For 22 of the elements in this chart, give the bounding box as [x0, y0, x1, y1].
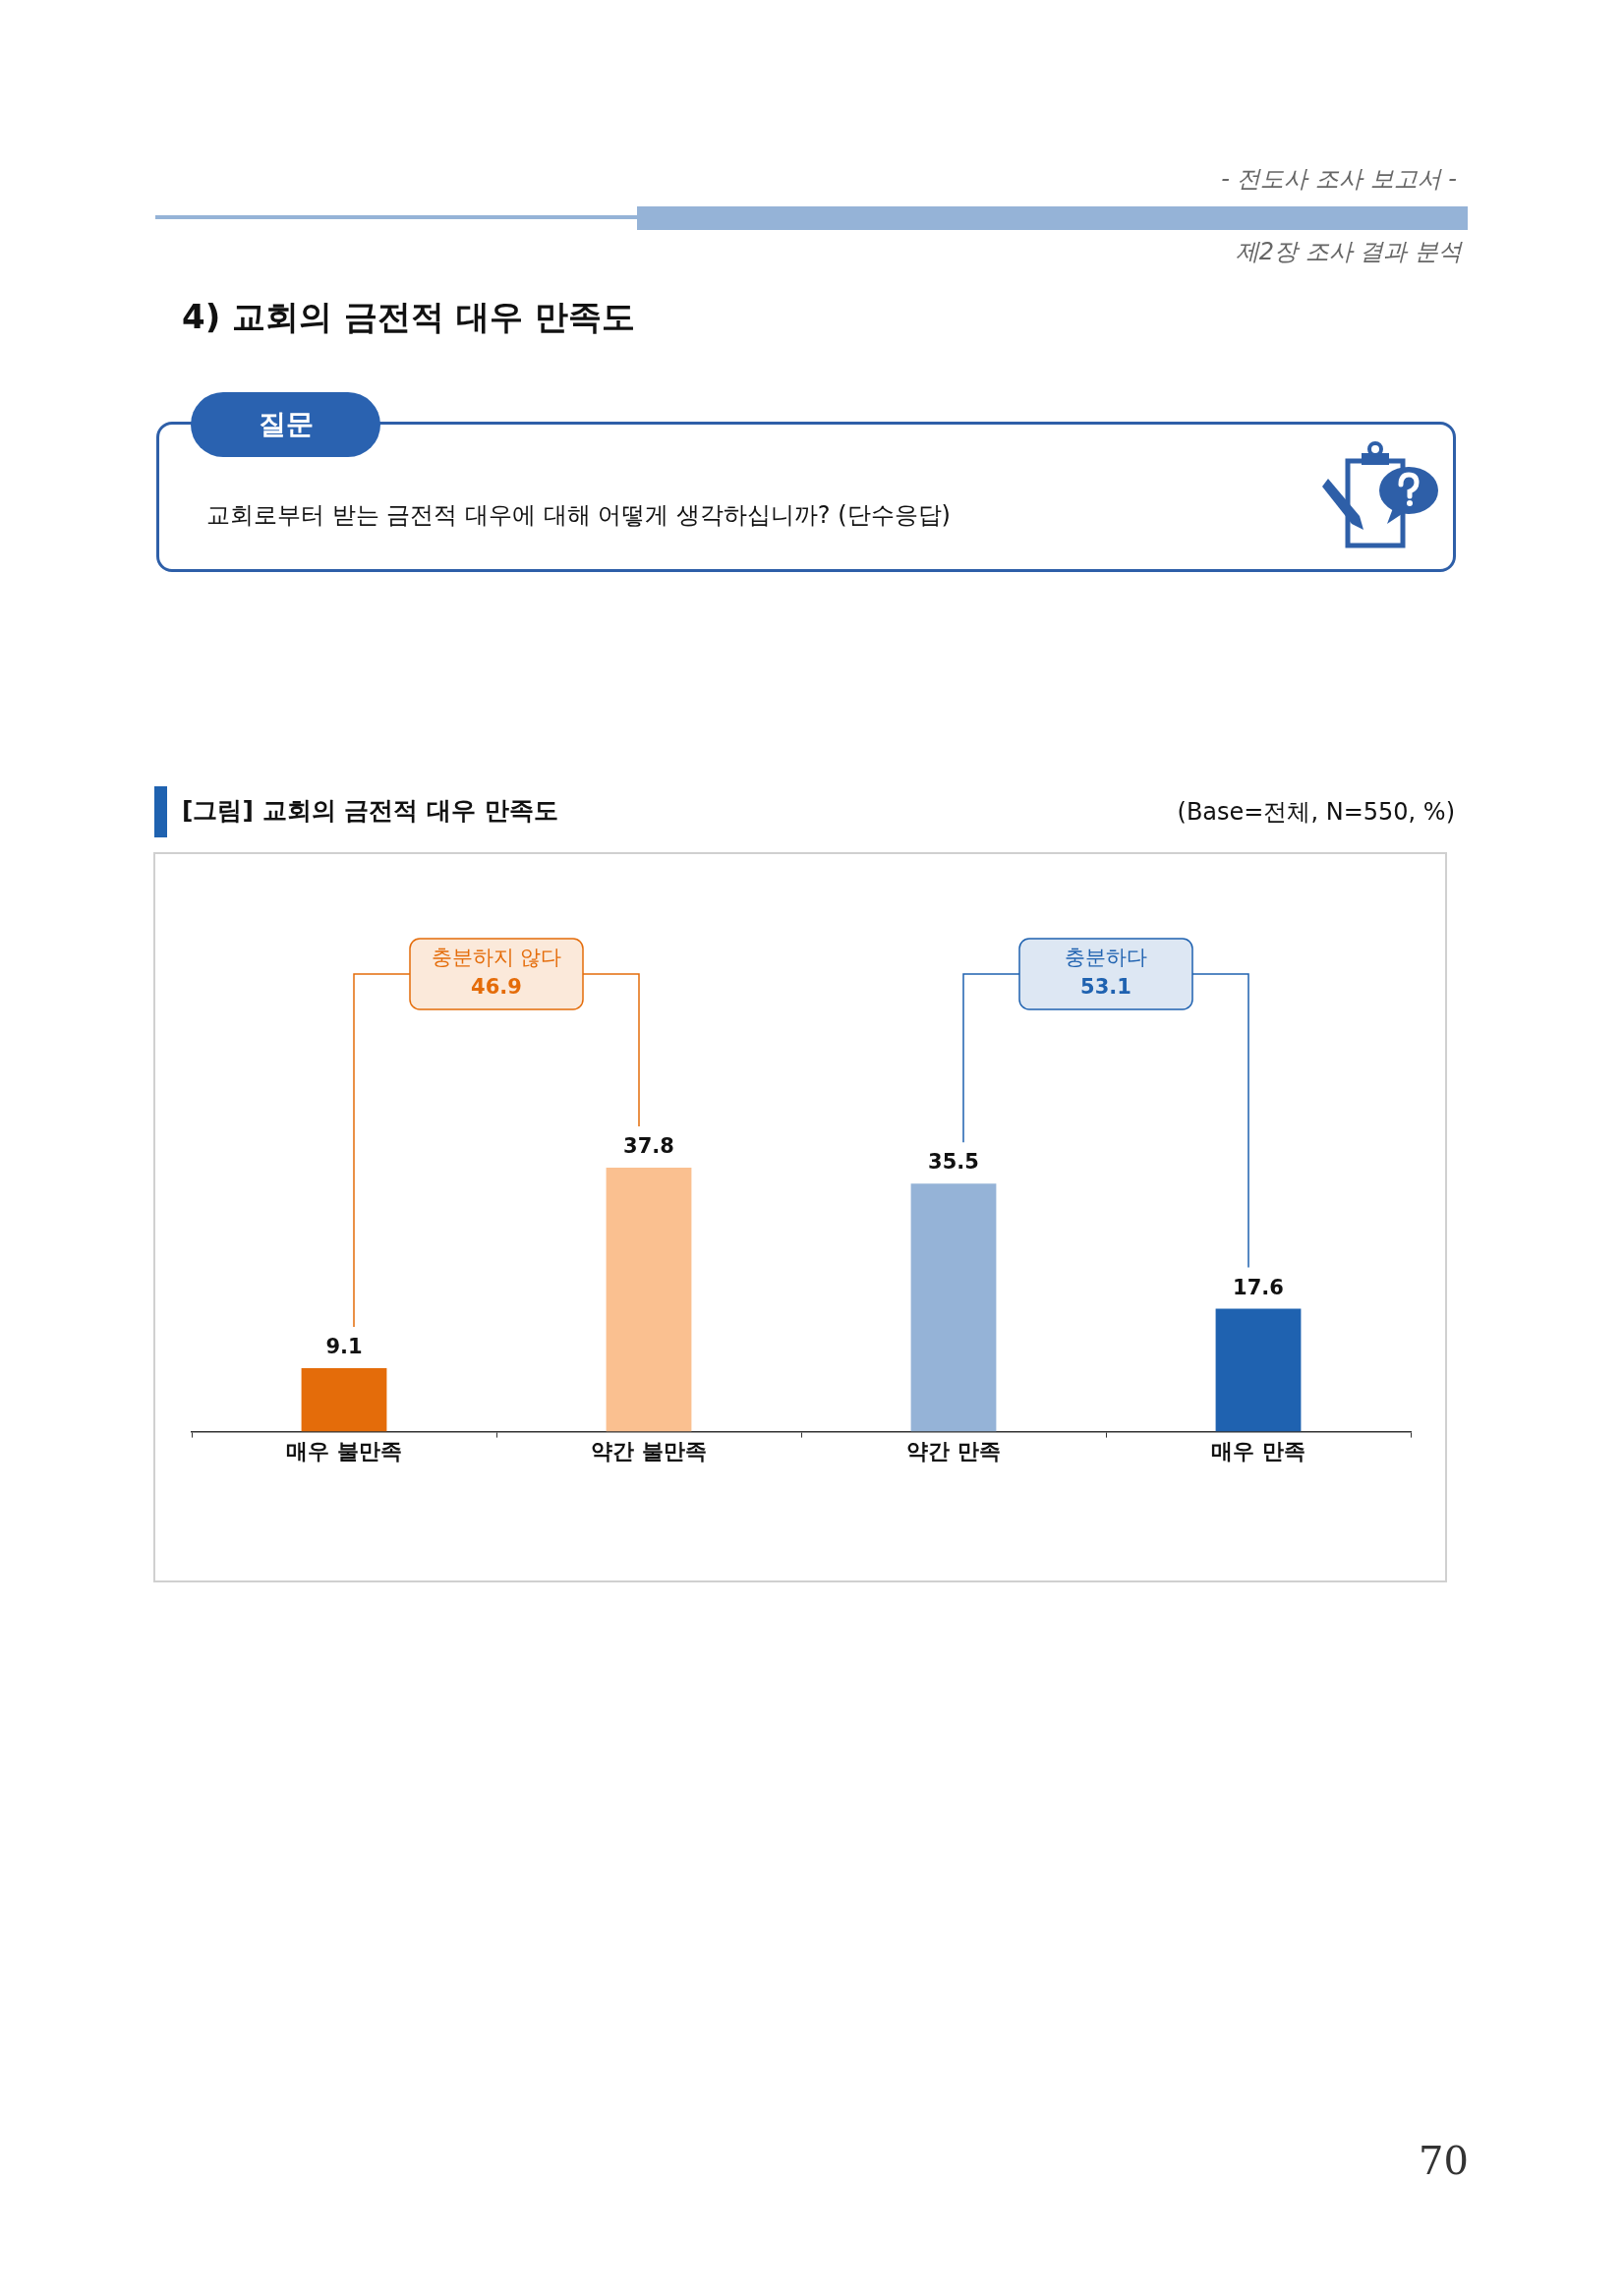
x-tick-label: 약간 만족: [906, 1438, 1001, 1464]
data-label: 17.6: [1233, 1275, 1284, 1299]
x-tick-label: 약간 불만족: [591, 1438, 707, 1464]
text: 70: [1419, 2138, 1469, 2183]
data-label: 9.1: [325, 1334, 363, 1358]
text: 충분하다 53.1: [1065, 946, 1147, 1000]
text: 제2장 조사 결과 분석: [1235, 237, 1462, 267]
x-tick-label: 매우 만족: [1211, 1438, 1305, 1464]
x-tick-label: 매우 불만족: [286, 1438, 402, 1464]
text: 교회로부터 받는 금전적 대우에 대해 어떻게 생각하십니까? (단수응답): [206, 500, 951, 531]
bar: [606, 1168, 692, 1432]
text: 질문: [191, 392, 380, 457]
bar: [301, 1367, 387, 1432]
text: 충분하지 않다 46.9: [431, 946, 562, 1000]
text: - 전도사 조사 보고서 -: [1221, 164, 1457, 195]
data-label: 35.5: [928, 1150, 979, 1175]
chart-subtitle: (Base=전체, N=550, %): [1177, 797, 1455, 828]
chart-title: [그림] 교회의 금전적 대우 만족도: [182, 795, 558, 827]
bar: [1215, 1308, 1302, 1432]
text: 4) 교회의 금전적 대우 만족도: [182, 296, 635, 338]
data-label: 37.8: [623, 1133, 674, 1158]
bar: [910, 1183, 997, 1432]
